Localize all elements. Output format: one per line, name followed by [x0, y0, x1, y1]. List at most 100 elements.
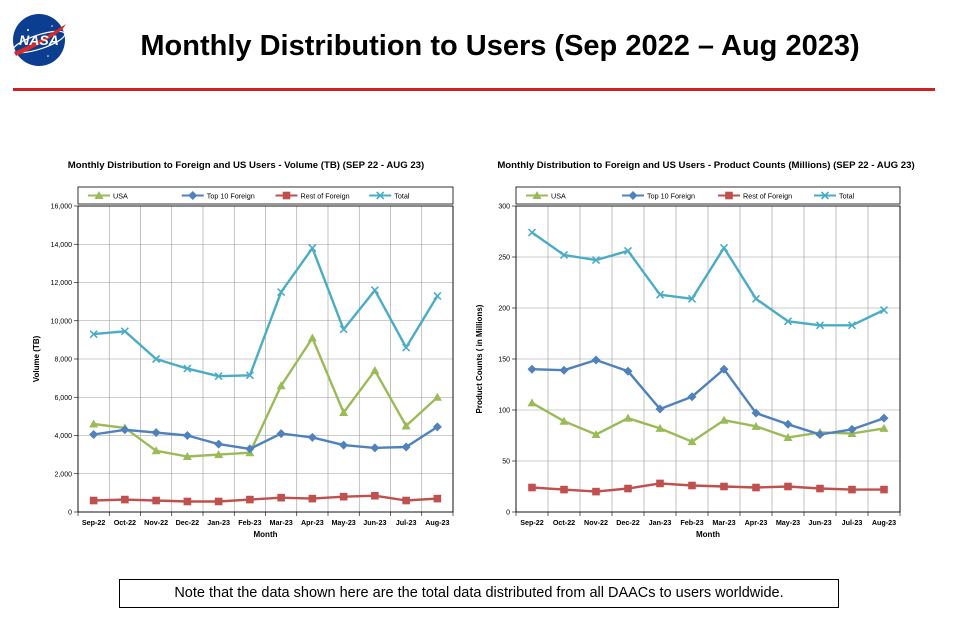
x-tick-label: Mar-23 — [270, 518, 293, 527]
data-point-rest-of-foreign — [308, 494, 317, 503]
chart-product-counts: Monthly Distribution to Foreign and US U… — [475, 160, 915, 539]
data-point-total — [623, 246, 633, 255]
x-tick-label: Sep-22 — [82, 518, 106, 527]
x-tick-label: Oct-22 — [114, 518, 136, 527]
data-point-total — [527, 228, 537, 237]
x-tick-label: Apr-23 — [745, 518, 768, 527]
data-point-total — [815, 321, 825, 330]
data-point-usa — [151, 446, 161, 455]
x-tick-label: Feb-23 — [238, 518, 261, 527]
nasa-logo-text: NASA — [19, 32, 59, 48]
nasa-logo: NASA — [12, 14, 66, 66]
data-point-total — [687, 294, 697, 303]
data-point-total — [783, 317, 793, 326]
data-point-top-10-foreign — [432, 422, 442, 432]
series-line-top-10-foreign — [531, 358, 885, 436]
data-point-usa — [751, 421, 761, 430]
y-tick-label: 300 — [498, 204, 510, 211]
x-tick-label: Aug-23 — [425, 518, 449, 527]
x-tick-label: Feb-23 — [680, 518, 703, 527]
data-point-rest-of-foreign — [121, 495, 129, 504]
data-point-usa — [655, 423, 665, 432]
data-point-usa — [623, 413, 633, 422]
x-tick-label: Jul-23 — [842, 518, 863, 527]
legend-box — [77, 186, 454, 205]
y-tick-label: 50 — [502, 459, 510, 466]
data-point-usa — [276, 381, 286, 390]
y-tick-label: 0 — [506, 510, 510, 517]
data-point-top-10-foreign — [401, 442, 411, 452]
data-point-top-10-foreign — [591, 355, 601, 365]
data-point-top-10-foreign — [719, 364, 729, 374]
legend-marker-top-10-foreign — [188, 191, 198, 200]
y-tick-label: 6,000 — [54, 395, 72, 402]
data-point-rest-of-foreign — [371, 491, 379, 500]
series-line-total — [531, 231, 885, 327]
data-point-rest-of-foreign — [277, 493, 285, 502]
data-point-usa — [182, 452, 192, 461]
data-point-total — [152, 354, 161, 364]
y-tick-label: 10,000 — [51, 318, 73, 325]
x-axis-label: Month — [254, 530, 278, 539]
x-tick-label: Jun-23 — [363, 518, 386, 527]
data-point-rest-of-foreign — [402, 496, 410, 505]
series-line-top-10-foreign — [93, 425, 439, 451]
data-point-top-10-foreign — [307, 432, 317, 442]
data-point-usa — [591, 429, 601, 438]
legend-marker-total — [376, 191, 385, 200]
data-point-rest-of-foreign — [720, 482, 728, 491]
data-point-rest-of-foreign — [560, 485, 568, 494]
legend-marker-rest-of-foreign — [282, 191, 291, 200]
y-tick-label: 14,000 — [51, 242, 73, 249]
data-point-top-10-foreign — [182, 431, 192, 440]
data-point-rest-of-foreign — [214, 497, 223, 506]
data-point-top-10-foreign — [655, 404, 665, 414]
data-point-usa — [432, 392, 442, 401]
chart-title: Monthly Distribution to Foreign and US U… — [68, 160, 424, 171]
data-point-top-10-foreign — [339, 440, 349, 450]
data-point-total — [591, 255, 601, 265]
data-point-top-10-foreign — [276, 429, 286, 439]
plot-frame — [77, 205, 454, 513]
data-point-total — [751, 294, 761, 303]
data-point-total — [433, 291, 442, 300]
x-tick-label: May-23 — [776, 518, 800, 527]
data-point-rest-of-foreign — [848, 485, 856, 494]
legend-marker-rest-of-foreign — [725, 191, 733, 200]
x-tick-label: Nov-22 — [144, 518, 168, 527]
x-tick-label: Oct-22 — [553, 518, 575, 527]
x-axis-label: Month — [696, 530, 720, 539]
data-point-rest-of-foreign — [152, 496, 160, 505]
data-point-rest-of-foreign — [784, 482, 792, 491]
data-point-total — [402, 343, 411, 352]
x-tick-label: Jan-23 — [207, 518, 230, 527]
data-point-top-10-foreign — [151, 428, 161, 438]
y-tick-label: 4,000 — [54, 433, 72, 440]
data-point-top-10-foreign — [559, 365, 569, 375]
x-tick-label: Sep-22 — [520, 518, 544, 527]
data-point-usa — [687, 437, 697, 446]
data-point-rest-of-foreign — [816, 484, 824, 493]
data-point-total — [214, 372, 223, 381]
y-tick-label: 2,000 — [54, 471, 72, 478]
data-point-total — [719, 243, 729, 252]
y-tick-label: 16,000 — [51, 204, 73, 211]
data-point-total — [370, 286, 379, 295]
data-point-usa — [89, 419, 99, 428]
data-point-rest-of-foreign — [528, 483, 536, 492]
x-tick-label: Jan-23 — [649, 518, 672, 527]
legend-label-total: Total — [839, 192, 855, 201]
data-point-total — [847, 321, 857, 330]
chart-title: Monthly Distribution to Foreign and US U… — [497, 160, 914, 171]
y-tick-label: 250 — [498, 255, 510, 262]
data-point-top-10-foreign — [879, 413, 889, 423]
note-box: Note that the data shown here are the to… — [119, 579, 839, 608]
data-point-usa — [401, 421, 411, 430]
y-tick-label: 150 — [498, 357, 510, 364]
data-point-rest-of-foreign — [592, 487, 600, 496]
x-tick-label: Mar-23 — [712, 518, 735, 527]
data-point-usa — [879, 423, 889, 432]
title-rule — [13, 88, 935, 91]
x-tick-label: Jul-23 — [396, 518, 417, 527]
x-tick-label: Dec-22 — [616, 518, 640, 527]
